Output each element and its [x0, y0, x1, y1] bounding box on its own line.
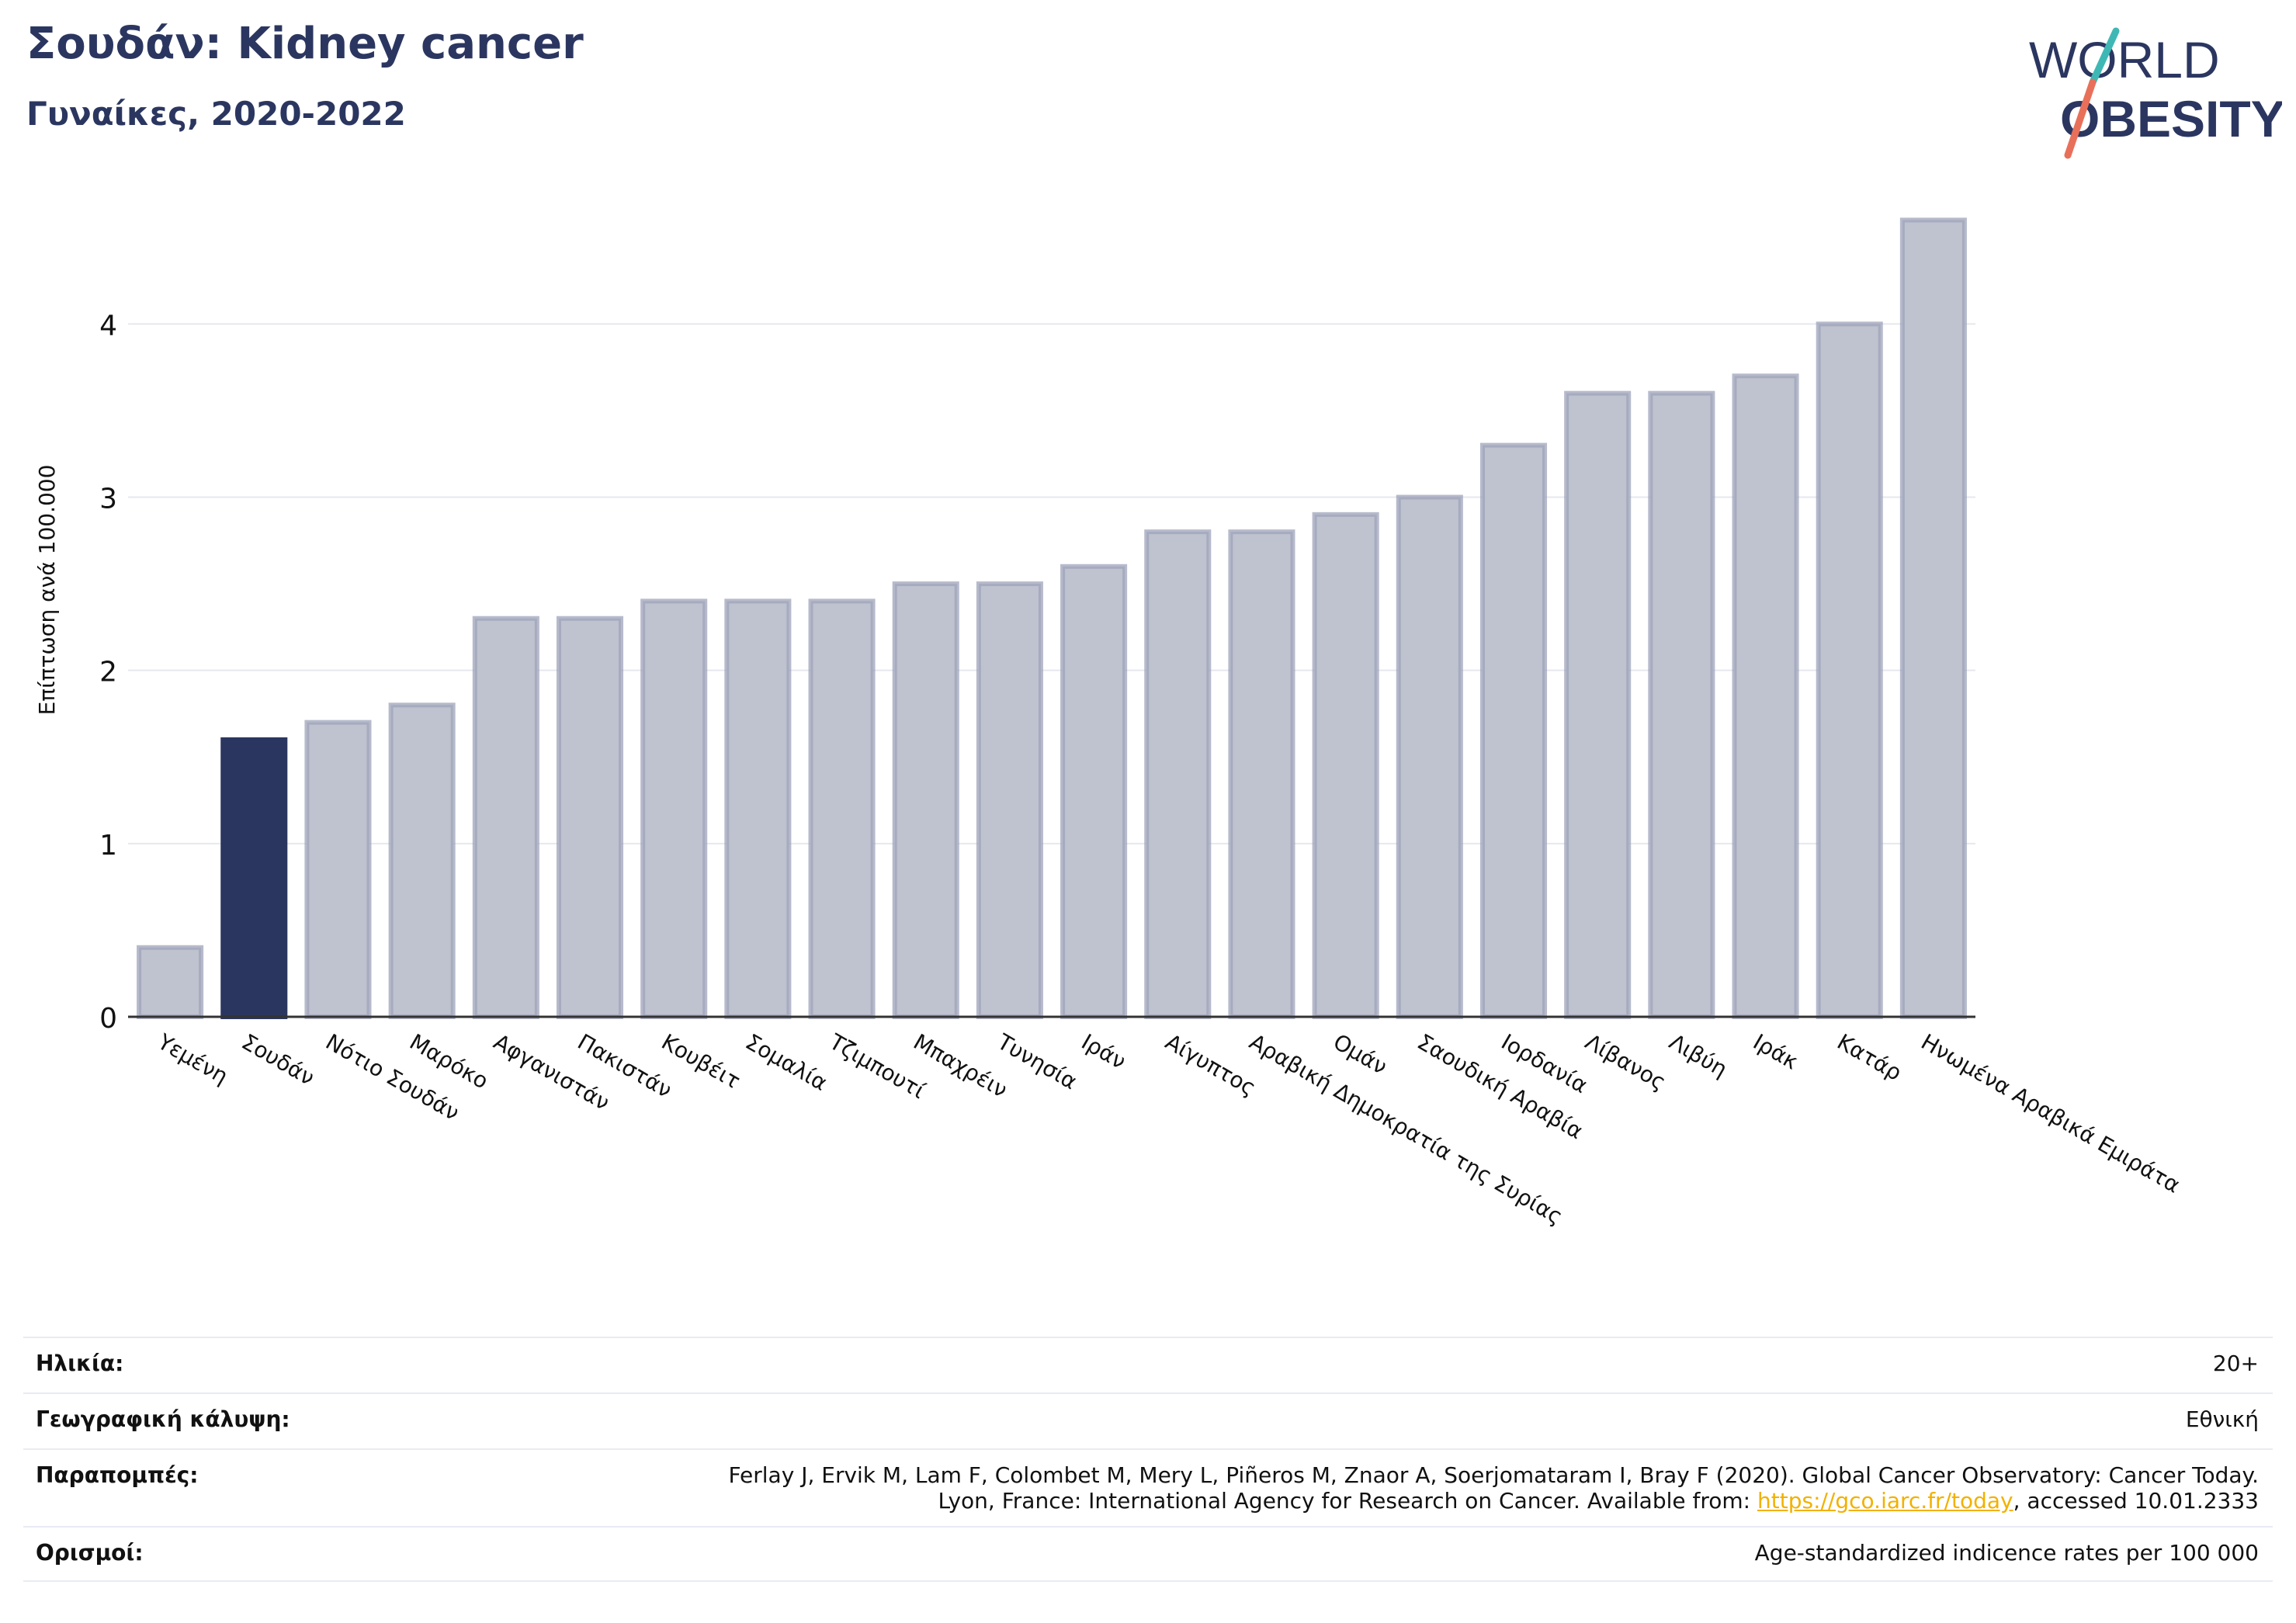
bar: [137, 945, 204, 1019]
bar: [640, 598, 708, 1019]
bar-highlighted: [220, 737, 288, 1020]
bar-chart: 0 1 2 3 4 Υεμένη Σουδάν Νότιο ΣουδάνΜαρόκοΑφγα…: [34, 217, 2185, 1229]
logo-slash-top: [2089, 27, 2120, 86]
bar: [1732, 373, 1799, 1019]
meta-row-age: Ηλικία: 20+: [23, 1337, 2273, 1392]
definitions-value: Age-standardized indicence rates per 100…: [1754, 1540, 2259, 1566]
metadata-table: Ηλικία: 20+ Γεωγραφική κάλυψη: Εθνική Πα…: [23, 1337, 2273, 1582]
x-tick-label: Σομαλία: [741, 1028, 832, 1095]
chart-title: Σουδάν: Kidney cancer: [26, 19, 584, 69]
world-obesity-logo: WORLD OBESITY: [2029, 27, 2282, 159]
coverage-label: Γεωγραφική κάλυψη:: [36, 1406, 290, 1432]
meta-row-coverage: Γεωγραφική κάλυψη: Εθνική: [23, 1392, 2273, 1448]
bar: [808, 598, 876, 1019]
bar: [1396, 494, 1463, 1019]
y-tick-label: 2: [99, 657, 117, 688]
bar: [1060, 564, 1128, 1019]
y-tick-label: 0: [99, 1003, 117, 1035]
bar: [1479, 442, 1548, 1019]
meta-row-references: Παραπομπές: Ferlay J, Ervik M, Lam F, Co…: [23, 1448, 2273, 1526]
logo-text-obesity: OBESITY: [2060, 90, 2282, 147]
bar: [472, 616, 539, 1019]
x-tick-label: Σουδάν: [238, 1028, 319, 1091]
bar: [1228, 529, 1295, 1019]
bar: [892, 581, 959, 1019]
bar: [724, 598, 792, 1019]
x-tick-label: Κατάρ: [1833, 1028, 1906, 1086]
x-tick-label: Ιράκ: [1749, 1028, 1802, 1074]
age-value: 20+: [2212, 1351, 2259, 1376]
x-tick-label: Λιβύη: [1665, 1028, 1732, 1082]
references-label: Παραπομπές:: [36, 1462, 199, 1488]
x-tick-label: Ηνωμένα Αραβικά Εμιράτα: [1916, 1028, 2184, 1198]
definitions-label: Ορισμοί:: [36, 1540, 144, 1566]
bar: [1648, 390, 1715, 1019]
y-tick-label: 1: [99, 830, 117, 862]
y-axis-label: Επίπτωση ανά 100.000: [34, 465, 60, 716]
bar: [388, 702, 456, 1019]
x-tick-label: Αίγυπτος: [1161, 1028, 1261, 1101]
x-tick-labels: Υεμένη Σουδάν Νότιο ΣουδάνΜαρόκοΑφγανιστάν…: [153, 1028, 2185, 1229]
logo-text-world: WORLD: [2029, 31, 2220, 88]
x-tick-label: Λίβανος: [1581, 1028, 1670, 1095]
references-value: Ferlay J, Ervik M, Lam F, Colombet M, Me…: [728, 1462, 2259, 1514]
bar: [556, 616, 624, 1019]
x-tick-label: Τζιμπουτί: [824, 1028, 930, 1104]
y-tick-label: 4: [99, 310, 117, 342]
references-line2-post: , accessed 10.01.2333: [2013, 1488, 2259, 1514]
bar: [1144, 529, 1212, 1019]
y-tick-labels: 0 1 2 3 4: [99, 310, 117, 1035]
bar: [1899, 217, 1967, 1020]
references-line2-pre: Lyon, France: International Agency for R…: [938, 1488, 1757, 1514]
y-tick-label: 3: [99, 484, 117, 515]
x-tick-label: Ιράν: [1077, 1028, 1131, 1074]
x-tick-label: Υεμένη: [153, 1028, 233, 1089]
bar: [976, 581, 1043, 1019]
bar: [1816, 321, 1883, 1019]
chart-subtitle: Γυναίκες, 2020-2022: [26, 95, 406, 133]
x-tick-label: Ομάν: [1329, 1028, 1392, 1080]
logo-slash-bottom: [2064, 78, 2097, 159]
references-link[interactable]: https://gco.iarc.fr/today: [1757, 1488, 2013, 1514]
references-line1: Ferlay J, Ervik M, Lam F, Colombet M, Me…: [728, 1462, 2259, 1488]
meta-row-definitions: Ορισμοί: Age-standardized indicence rate…: [23, 1526, 2273, 1582]
bars: [137, 217, 1967, 1020]
age-label: Ηλικία:: [36, 1351, 124, 1376]
bar: [304, 720, 372, 1019]
bar: [1564, 390, 1632, 1019]
x-tick-label: Μπαχρέιν: [909, 1028, 1011, 1102]
bar: [1312, 512, 1379, 1019]
coverage-value: Εθνική: [2185, 1406, 2259, 1432]
